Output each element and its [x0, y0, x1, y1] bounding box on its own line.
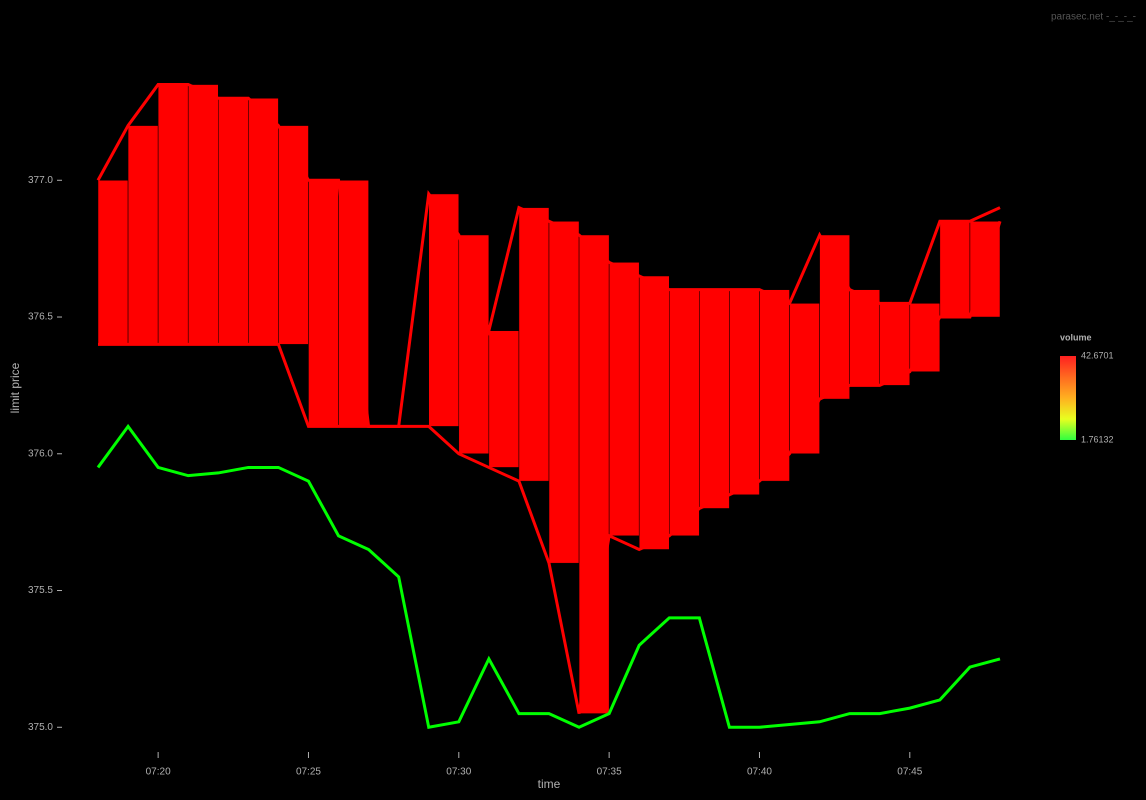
- price-line: [98, 220, 1002, 714]
- spread-bar: [488, 330, 520, 468]
- spread-bar: [428, 193, 460, 427]
- colorbar-max: 42.6701: [1081, 350, 1114, 360]
- spread-bar: [578, 234, 610, 714]
- x-tick-label: 07:20: [146, 767, 171, 778]
- spread-bar: [759, 289, 790, 482]
- spread-bar: [638, 275, 670, 550]
- spread-bar: [127, 125, 159, 345]
- y-tick-label: 375.0: [28, 722, 53, 733]
- spread-bar: [879, 303, 911, 386]
- watermark: parasec.net -_-_-_-: [1051, 12, 1136, 23]
- x-tick-label: 07:30: [446, 767, 471, 778]
- spread-bar: [729, 289, 760, 496]
- spread-bar: [699, 289, 730, 509]
- x-axis-label: time: [538, 777, 561, 791]
- spread-bar: [248, 97, 279, 345]
- colorbar-title: volume: [1060, 332, 1092, 342]
- spread-bar: [518, 207, 550, 482]
- spread-bar: [849, 289, 880, 386]
- spread-bar: [458, 234, 490, 455]
- y-axis-label: limit price: [8, 362, 22, 413]
- spread-bar: [308, 180, 339, 427]
- spread-bar: [157, 84, 189, 345]
- spread-bar: [187, 84, 219, 345]
- x-tick-label: 07:40: [747, 767, 772, 778]
- spread-bar: [548, 221, 580, 564]
- spread-bar: [218, 97, 249, 345]
- spread-bar: [97, 180, 129, 345]
- colorbar-min: 1.76132: [1081, 434, 1114, 444]
- y-tick-label: 376.0: [28, 448, 53, 459]
- y-tick-label: 375.5: [28, 585, 53, 596]
- x-tick-label: 07:45: [897, 767, 922, 778]
- spread-bar: [608, 262, 640, 537]
- spread-bar: [939, 221, 971, 318]
- spread-bar: [789, 303, 820, 455]
- y-tick-label: 377.0: [28, 175, 53, 186]
- colorbar: [1060, 356, 1076, 440]
- x-tick-label: 07:35: [597, 767, 622, 778]
- x-tick-label: 07:25: [296, 767, 321, 778]
- spread-bar: [669, 289, 700, 537]
- price-line: [96, 423, 1001, 730]
- y-tick-label: 376.5: [28, 312, 53, 323]
- spread-bar: [278, 125, 309, 345]
- price-line: [96, 83, 1001, 428]
